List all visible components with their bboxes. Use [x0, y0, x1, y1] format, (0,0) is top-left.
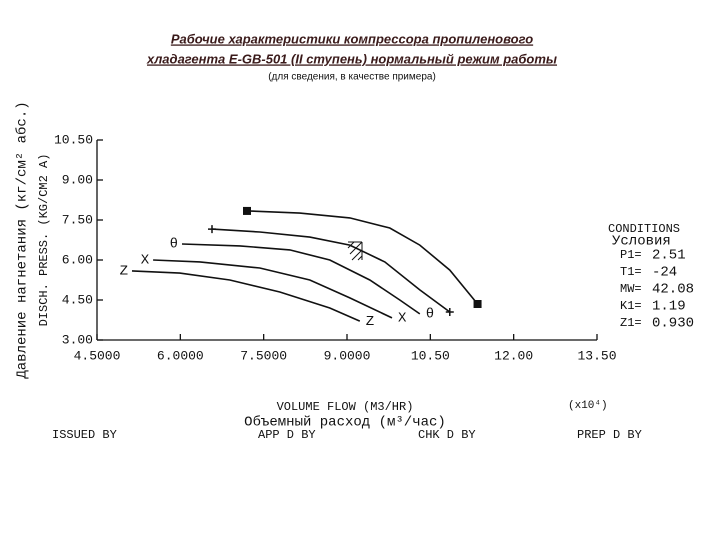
condition-label: K1=: [620, 299, 642, 313]
condition-value: 1.19: [652, 299, 686, 315]
point-marker: [445, 308, 454, 316]
chart-title: Рабочие характеристики компрессора пропи…: [171, 31, 533, 46]
y-tick-label: 7.50: [62, 212, 93, 227]
footer-label: APP D BY: [258, 428, 316, 442]
condition-value: 0.930: [652, 316, 694, 332]
conditions-title: Условия: [612, 234, 671, 250]
point-marker: [243, 206, 251, 215]
conditions-title: CONDITIONS: [608, 222, 680, 236]
chart-subtitle: (для сведения, в качестве примера): [268, 72, 436, 83]
curve: [181, 243, 421, 315]
footer-label: ISSUED BY: [52, 428, 117, 442]
y-tick-label: 10.50: [54, 132, 93, 147]
chart-title: хладагента Е-GB-501 (II ступень) нормаль…: [146, 51, 557, 66]
y-tick-label: 9.00: [62, 172, 93, 187]
x-axis-label: Объемный расход (м³/час): [244, 414, 446, 431]
curve-label: X: [141, 253, 150, 269]
y-tick-label: 6.00: [62, 252, 93, 267]
curve-label: θ: [426, 307, 434, 323]
x-tick-label: 9.0000: [324, 348, 371, 363]
curve: [246, 210, 479, 305]
curve-label: θ: [170, 237, 178, 253]
curve-label: Z: [120, 264, 128, 280]
y-axis-label: DISCH. PRESS. (KG/CM2 A): [37, 154, 51, 327]
x-tick-label: 6.0000: [157, 348, 204, 363]
x-axis-label: VOLUME FLOW (M3/HR): [277, 400, 414, 414]
condition-label: T1=: [620, 265, 642, 279]
curve: [153, 259, 393, 319]
footer-label: PREP D BY: [577, 428, 642, 442]
curve-label: Z: [366, 314, 374, 330]
point-marker: [473, 300, 482, 308]
y-tick-label: 4.50: [62, 292, 93, 307]
condition-value: 42.08: [652, 282, 694, 298]
condition-value: -24: [652, 265, 677, 281]
curve: [211, 228, 451, 313]
condition-label: P1=: [620, 248, 642, 262]
x-axis-multiplier: (x10⁴): [568, 400, 608, 412]
hatch-line: [351, 249, 363, 261]
y-axis-label: Давление нагнетания (кг/см² абс.): [14, 101, 31, 378]
point-marker: [208, 225, 216, 234]
hatch-line: [357, 255, 363, 261]
condition-value: 2.51: [652, 248, 686, 264]
footer-label: CHK D BY: [418, 428, 476, 442]
curve: [131, 270, 361, 322]
condition-label: MW=: [620, 282, 642, 296]
x-tick-label: 4.5000: [74, 348, 121, 363]
x-tick-label: 7.5000: [240, 348, 287, 363]
x-tick-label: 13.50: [577, 348, 616, 363]
curve-label: X: [398, 311, 407, 327]
x-tick-label: 12.00: [494, 348, 533, 363]
x-tick-label: 10.50: [411, 348, 450, 363]
y-tick-label: 3.00: [62, 332, 93, 347]
condition-label: Z1=: [620, 316, 642, 330]
